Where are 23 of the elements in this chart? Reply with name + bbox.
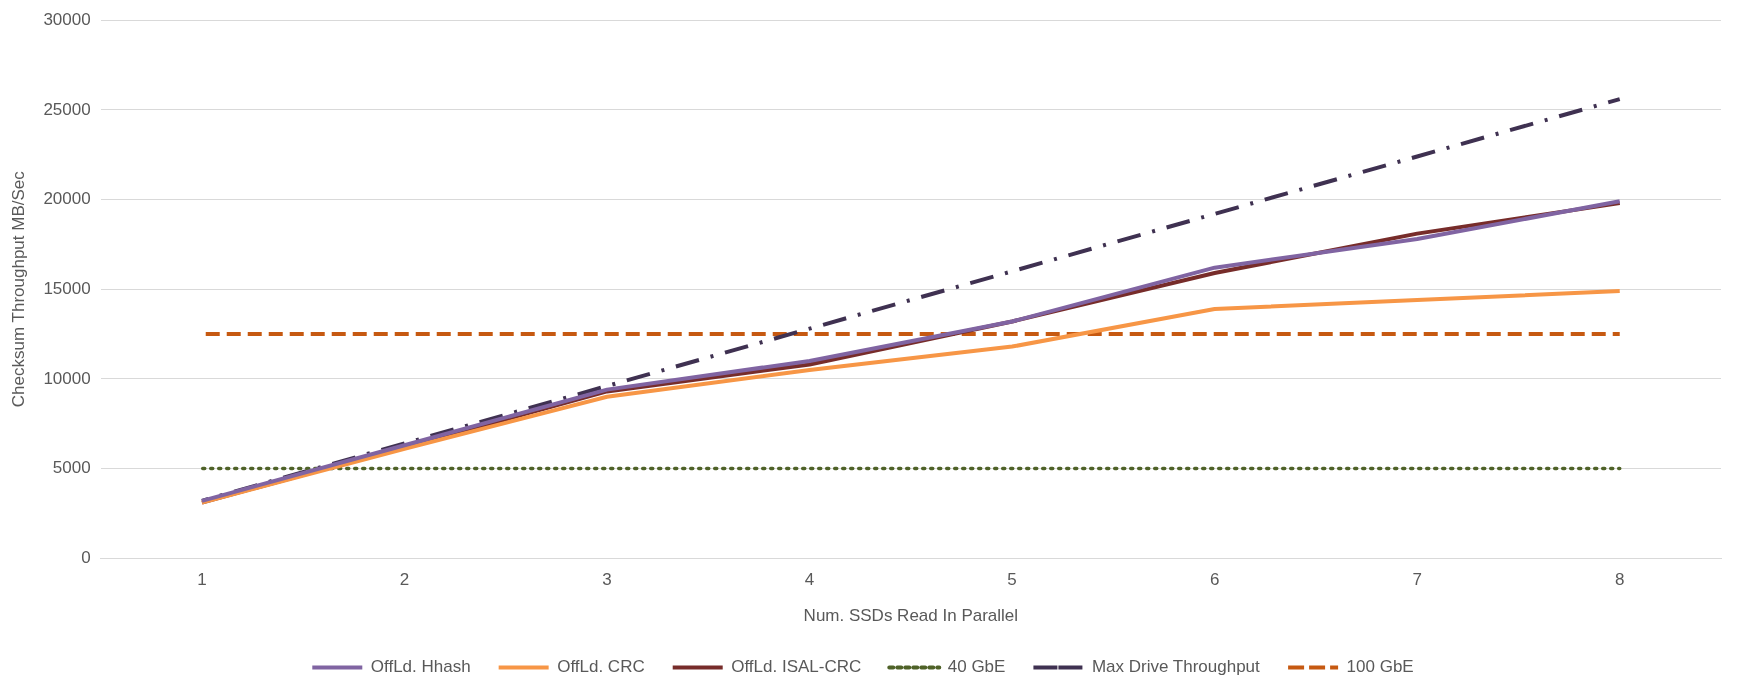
legend-label: OffLd. Hhash bbox=[370, 657, 471, 677]
y-tick-label: 5000 bbox=[52, 458, 91, 478]
y-axis-title: Checksum Throughput MB/Sec bbox=[8, 170, 28, 408]
x-tick-label: 5 bbox=[1007, 570, 1017, 590]
legend-label: OffLd. ISAL-CRC bbox=[731, 657, 862, 677]
legend-label: OffLd. CRC bbox=[557, 657, 645, 677]
y-tick-label: 25000 bbox=[43, 99, 91, 119]
x-tick-label: 3 bbox=[602, 570, 612, 590]
y-tick-label: 30000 bbox=[43, 9, 91, 29]
y-tick-label: 20000 bbox=[43, 189, 91, 209]
x-tick-label: 8 bbox=[1615, 570, 1625, 590]
legend-label: Max Drive Throughput bbox=[1091, 657, 1261, 677]
x-tick-label: 2 bbox=[399, 570, 410, 590]
legend-label: 40 GbE bbox=[947, 657, 1006, 677]
x-tick-label: 1 bbox=[197, 570, 207, 590]
y-tick-label: 15000 bbox=[43, 278, 91, 298]
x-tick-label: 7 bbox=[1412, 570, 1422, 590]
x-tick-label: 4 bbox=[804, 570, 815, 590]
y-tick-label: 10000 bbox=[43, 368, 91, 388]
legend-label: 100 GbE bbox=[1346, 657, 1414, 677]
x-axis-title: Num. SSDs Read In Parallel bbox=[803, 606, 1019, 626]
y-tick-label: 0 bbox=[81, 547, 91, 567]
x-tick-label: 6 bbox=[1209, 570, 1220, 590]
